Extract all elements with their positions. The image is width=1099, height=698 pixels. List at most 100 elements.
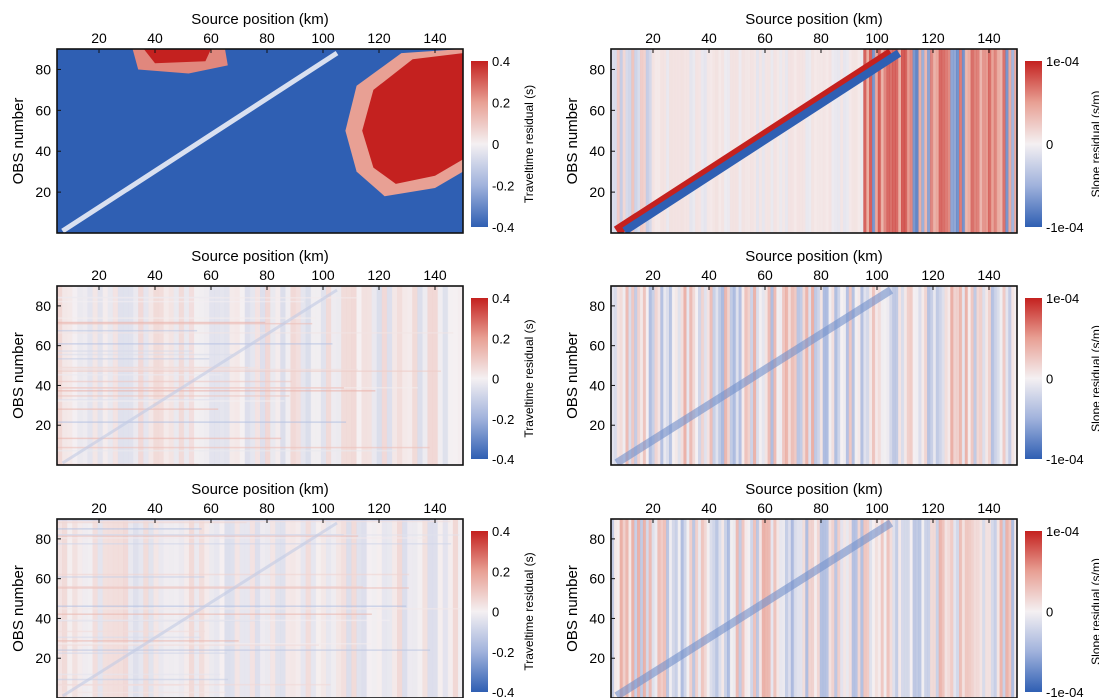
y-axis-label: OBS number [564, 98, 581, 185]
y-tick-label: 80 [35, 61, 51, 77]
x-tick-label: 140 [977, 30, 1001, 46]
plot-frame [610, 518, 1018, 698]
x-tick-label: 60 [203, 267, 219, 283]
x-axis-label: Source position (km) [191, 248, 329, 265]
colorbar-tick-label: 0 [492, 605, 499, 620]
y-tick-label: 60 [589, 338, 605, 354]
x-tick-label: 40 [701, 500, 717, 516]
y-axis-label: OBS number [564, 332, 581, 419]
x-tick-label: 120 [367, 500, 391, 516]
x-tick-label: 100 [311, 267, 335, 283]
plot-frame [56, 518, 464, 698]
x-tick-label: 140 [423, 267, 447, 283]
colorbar-label: Traveltime residual (s) [522, 85, 536, 203]
heatmap-field [611, 519, 1017, 698]
x-tick-label: 20 [645, 267, 661, 283]
colorbar-tick-label: -1e-04 [1046, 452, 1084, 467]
y-tick-label: 80 [589, 531, 605, 547]
y-axis-label: OBS number [564, 565, 581, 652]
y-tick-label: 20 [589, 184, 605, 200]
x-tick-label: 120 [367, 267, 391, 283]
colorbar [471, 61, 488, 227]
x-axis-label: Source position (km) [745, 248, 883, 265]
colorbar-tick-label: 1e-04 [1046, 524, 1079, 539]
heatmap-field [611, 49, 1017, 233]
x-tick-label: 20 [91, 30, 107, 46]
panel-slope_1: 20 40 60 80 100 120 140 Source position (km) 20 4… [564, 11, 1099, 235]
colorbar-tick-label: 0.2 [492, 96, 510, 111]
colorbar-tick-label: -0.2 [492, 645, 514, 660]
y-tick-label: 20 [35, 417, 51, 433]
colorbar-tick-label: -0.4 [492, 220, 514, 235]
colorbar-label: Slope residual (s/m) [1089, 325, 1099, 432]
y-tick-label: 60 [589, 571, 605, 587]
colorbar-tick-label: 0 [492, 137, 499, 152]
x-tick-label: 80 [259, 500, 275, 516]
colorbar [1025, 298, 1042, 459]
heatmap-field [57, 519, 463, 698]
plot-frame [56, 285, 464, 466]
colorbar [1025, 61, 1042, 227]
x-axis-label: Source position (km) [745, 481, 883, 498]
x-axis-label: Source position (km) [191, 481, 329, 498]
x-tick-label: 60 [757, 500, 773, 516]
panel-slope_2: 20 40 60 80 100 120 140 Source position (km) 20 4… [564, 248, 1099, 467]
x-tick-label: 120 [921, 30, 945, 46]
colorbar-tick-label: -0.4 [492, 685, 514, 698]
x-tick-label: 100 [865, 500, 889, 516]
plot-frame [610, 48, 1018, 234]
colorbar-tick-label: 1e-04 [1046, 291, 1079, 306]
colorbar-tick-label: -1e-04 [1046, 220, 1084, 235]
y-tick-label: 40 [589, 377, 605, 393]
x-tick-label: 100 [311, 30, 335, 46]
colorbar-label: Slope residual (s/m) [1089, 558, 1099, 665]
heatmap-field [57, 286, 463, 465]
colorbar-tick-label: -1e-04 [1046, 685, 1084, 698]
y-tick-label: 60 [35, 571, 51, 587]
heatmap-field [57, 49, 463, 233]
colorbar-tick-label: 0 [1046, 605, 1053, 620]
y-tick-label: 20 [35, 184, 51, 200]
colorbar-tick-label: 0 [1046, 372, 1053, 387]
colorbar-label: Traveltime residual (s) [522, 552, 536, 670]
x-tick-label: 20 [91, 500, 107, 516]
x-tick-label: 40 [147, 500, 163, 516]
x-tick-label: 60 [203, 500, 219, 516]
colorbar-tick-label: 1e-04 [1046, 54, 1079, 69]
colorbar-tick-label: 0.2 [492, 564, 510, 579]
plot-frame [610, 285, 1018, 466]
x-tick-label: 40 [147, 30, 163, 46]
x-tick-label: 140 [423, 30, 447, 46]
x-tick-label: 60 [203, 30, 219, 46]
x-axis-label: Source position (km) [745, 11, 883, 28]
colorbar-tick-label: -0.2 [492, 179, 514, 194]
colorbar-tick-label: -0.2 [492, 412, 514, 427]
y-tick-label: 40 [35, 610, 51, 626]
colorbar-tick-label: 0.2 [492, 331, 510, 346]
colorbar-tick-label: 0.4 [492, 54, 510, 69]
y-tick-label: 20 [35, 650, 51, 666]
colorbar [471, 531, 488, 692]
y-tick-label: 40 [589, 143, 605, 159]
plot-frame [56, 48, 464, 234]
panel-traveltime_2: 20 40 60 80 100 120 140 Source position (km) 20 4… [10, 248, 536, 467]
x-tick-label: 60 [757, 267, 773, 283]
y-tick-label: 60 [35, 338, 51, 354]
x-tick-label: 40 [701, 30, 717, 46]
y-tick-label: 60 [35, 102, 51, 118]
x-tick-label: 140 [977, 500, 1001, 516]
y-tick-label: 20 [589, 650, 605, 666]
panel-slope_3: 20 40 60 80 100 120 140 Source position (km) 20 4… [564, 481, 1099, 698]
x-tick-label: 80 [259, 267, 275, 283]
x-tick-label: 120 [367, 30, 391, 46]
x-axis-label: Source position (km) [191, 11, 329, 28]
x-tick-label: 20 [645, 500, 661, 516]
y-tick-label: 20 [589, 417, 605, 433]
x-tick-label: 80 [813, 30, 829, 46]
y-tick-label: 60 [589, 102, 605, 118]
colorbar-tick-label: 0.4 [492, 291, 510, 306]
x-tick-label: 100 [311, 500, 335, 516]
x-tick-label: 80 [813, 500, 829, 516]
colorbar-tick-label: -0.4 [492, 452, 514, 467]
